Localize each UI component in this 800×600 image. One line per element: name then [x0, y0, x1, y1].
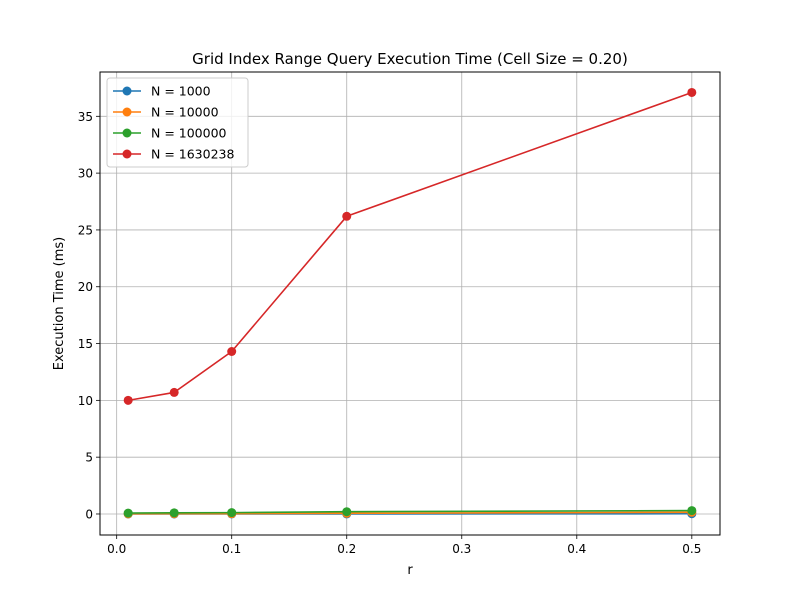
x-tick-label: 0.5	[682, 542, 701, 556]
legend-item: N = 100000	[113, 126, 227, 141]
x-tick-label: 0.3	[452, 542, 471, 556]
legend-box	[106, 77, 249, 168]
y-tick-label: 30	[78, 167, 93, 181]
data-point	[169, 387, 179, 397]
data-point	[342, 211, 352, 221]
legend-label: N = 1000	[151, 84, 211, 99]
series-4	[123, 87, 697, 405]
legend-label: N = 100000	[151, 126, 227, 141]
data-point	[687, 506, 697, 516]
data-point	[169, 508, 179, 518]
legend-marker	[122, 107, 132, 117]
y-tick-label: 0	[85, 507, 93, 521]
legend-item: N = 1000	[113, 84, 211, 99]
y-axis-label: Execution Time (ms)	[52, 237, 67, 370]
legend: N = 1000 N = 10000 N = 100000 N = 1630238	[106, 77, 249, 168]
x-axis-label: r	[407, 563, 413, 578]
data-point	[123, 395, 133, 405]
legend-label: N = 10000	[151, 105, 219, 120]
legend-marker	[122, 86, 132, 96]
y-tick-label: 10	[78, 394, 93, 408]
data-point	[227, 347, 237, 357]
series-layer	[123, 87, 697, 519]
series-3	[123, 506, 697, 518]
y-tick-label: 20	[78, 280, 93, 294]
grid	[100, 72, 720, 535]
data-point	[687, 87, 697, 97]
legend-item: N = 10000	[113, 105, 219, 120]
ticks: 0.0 0.1 0.2 0.3 0.4 0.5 0 5 10 15 20 25 30 35	[78, 110, 702, 556]
plot-frame	[99, 71, 721, 536]
y-tick-label: 5	[85, 451, 93, 465]
y-tick-label: 15	[78, 337, 93, 351]
x-tick-label: 0.1	[222, 542, 241, 556]
y-tick-label: 25	[78, 223, 93, 237]
x-tick-label: 0.0	[107, 542, 126, 556]
legend-item: N = 1630238	[113, 147, 234, 162]
legend-label: N = 1630238	[151, 147, 234, 162]
data-point	[123, 508, 133, 518]
x-tick-label: 0.4	[567, 542, 586, 556]
y-tick-label: 35	[78, 110, 93, 124]
legend-marker	[122, 149, 132, 159]
x-tick-label: 0.2	[337, 542, 356, 556]
data-point	[342, 507, 352, 517]
chart-title: Grid Index Range Query Execution Time (C…	[192, 50, 628, 68]
legend-marker	[122, 128, 132, 138]
data-point	[227, 508, 237, 518]
